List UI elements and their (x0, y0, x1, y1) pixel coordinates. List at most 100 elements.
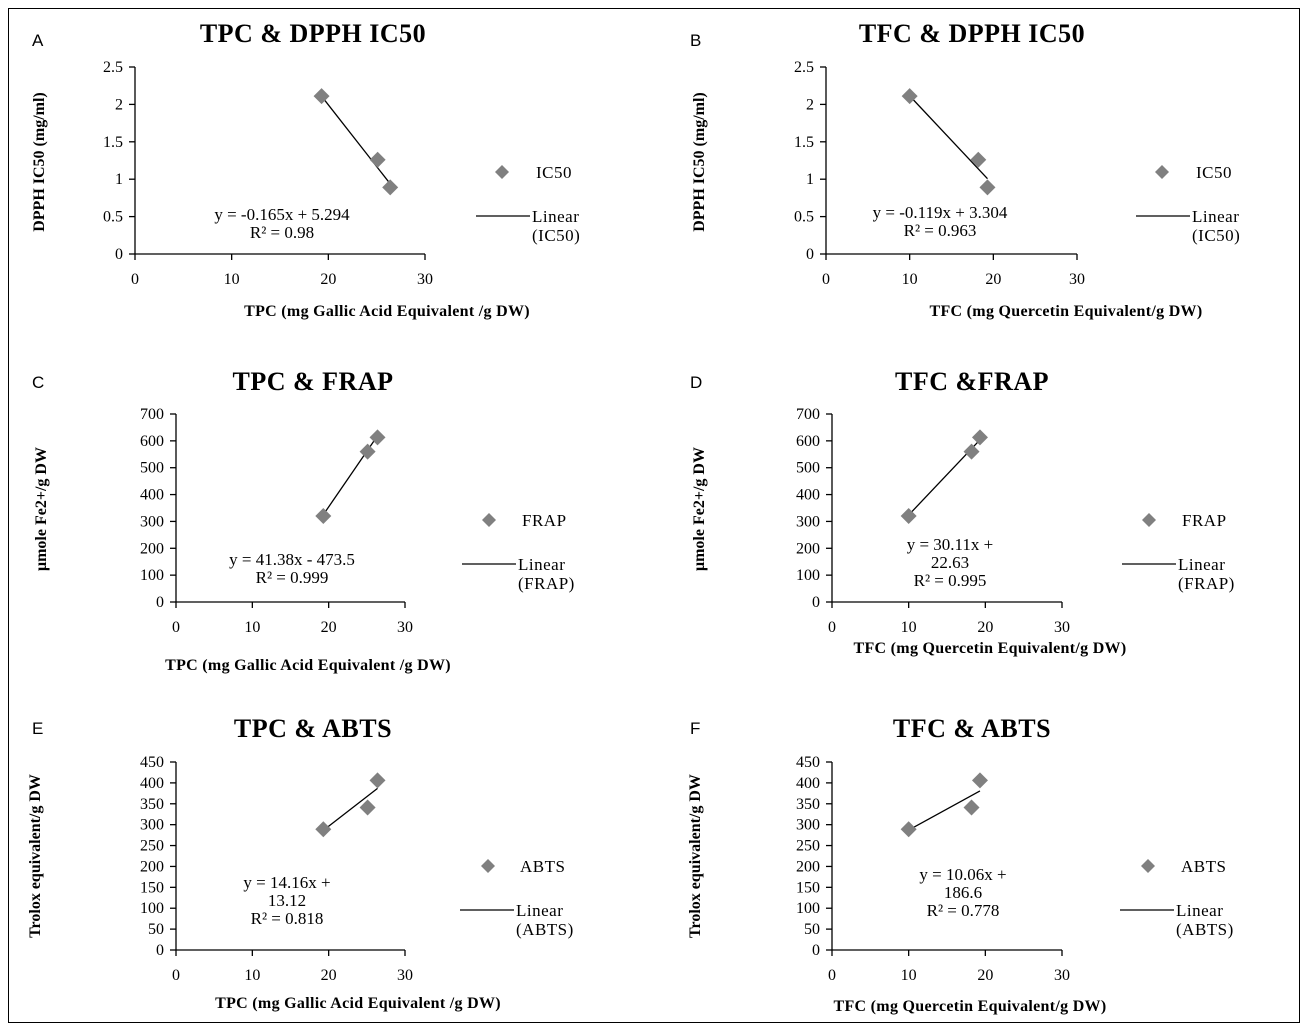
y-tick-label-f: 200 (796, 858, 820, 875)
y-axis-label-f: Trolox equivalent/g DW (687, 774, 704, 938)
y-axis-label-b: DPPH IC50 (mg/ml) (691, 92, 708, 232)
x-tick-label-c: 10 (244, 619, 260, 636)
y-tick-label-c: 400 (140, 487, 164, 504)
y-tick-label-d: 600 (796, 433, 820, 450)
figure-frame (8, 8, 1300, 1023)
x-tick-label-e: 30 (397, 967, 413, 984)
y-tick-label-d: 300 (796, 513, 820, 530)
y-tick-label-e: 150 (140, 879, 164, 896)
data-point-c (315, 508, 332, 525)
x-tick-label-f: 20 (977, 967, 993, 984)
y-tick-label-e: 450 (140, 754, 164, 771)
legend-series-label-e: ABTS (520, 857, 565, 876)
trend-equation-e: R² = 0.818 (251, 909, 324, 928)
legend-linear-series-a: (IC50) (532, 226, 580, 245)
y-tick-label-d: 700 (796, 406, 820, 423)
trendline-f (908, 790, 981, 831)
y-tick-label-f: 100 (796, 900, 820, 917)
data-point-c (359, 443, 376, 460)
x-tick-label-a: 20 (320, 271, 336, 288)
y-tick-label-c: 0 (156, 594, 164, 611)
y-tick-label-b: 2 (806, 96, 814, 113)
x-tick-label-d: 30 (1054, 619, 1070, 636)
y-tick-label-b: 0.5 (794, 209, 814, 226)
y-axis-label-c: μmole Fe2+/g DW (33, 447, 50, 571)
x-tick-label-a: 0 (131, 271, 139, 288)
data-point-f (971, 772, 988, 789)
y-tick-label-a: 0 (115, 246, 123, 263)
y-tick-label-f: 350 (796, 796, 820, 813)
data-point-b (901, 88, 918, 105)
y-tick-label-f: 400 (796, 775, 820, 792)
y-axis-label-a: DPPH IC50 (mg/ml) (31, 92, 48, 232)
legend-linear-label-f: Linear (1176, 901, 1223, 920)
y-tick-label-e: 350 (140, 796, 164, 813)
legend-linear-label-c: Linear (518, 555, 565, 574)
data-point-b (970, 151, 987, 168)
y-tick-label-e: 400 (140, 775, 164, 792)
data-point-d (963, 443, 980, 460)
legend-linear-series-b: (IC50) (1192, 226, 1240, 245)
legend-linear-series-f: (ABTS) (1176, 920, 1234, 939)
trendline-b (909, 95, 988, 180)
panel-letter-b: B (690, 31, 701, 50)
legend-marker-b (1155, 165, 1169, 179)
x-tick-label-f: 0 (828, 967, 836, 984)
y-tick-label-c: 300 (140, 513, 164, 530)
data-point-a (313, 88, 330, 105)
panel-letter-f: F (690, 719, 700, 738)
legend-linear-series-c: (FRAP) (518, 574, 575, 593)
trend-equation-a: y = -0.165x + 5.294 (214, 205, 350, 224)
x-tick-label-d: 20 (977, 619, 993, 636)
x-axis-label-b: TFC (mg Quercetin Equivalent/g DW) (929, 303, 1202, 320)
x-axis-label-d: TFC (mg Quercetin Equivalent/g DW) (853, 640, 1126, 657)
chart-title-c: TPC & FRAP (233, 367, 394, 396)
legend-marker-a (495, 165, 509, 179)
panel-letter-a: A (32, 31, 44, 50)
y-tick-label-d: 400 (796, 487, 820, 504)
chart-title-a: TPC & DPPH IC50 (200, 19, 426, 48)
trendline-a (321, 95, 391, 185)
legend-series-label-b: IC50 (1196, 163, 1232, 182)
y-tick-label-f: 450 (796, 754, 820, 771)
y-tick-label-b: 2.5 (794, 59, 814, 76)
y-tick-label-f: 150 (796, 879, 820, 896)
trend-equation-f: y = 10.06x + (919, 865, 1006, 884)
y-tick-label-a: 1 (115, 171, 123, 188)
trend-equation-b: y = -0.119x + 3.304 (873, 203, 1008, 222)
trend-equation-c: R² = 0.999 (256, 568, 329, 587)
trend-equation-b: R² = 0.963 (904, 221, 977, 240)
y-tick-label-d: 0 (812, 594, 820, 611)
y-tick-label-b: 1.5 (794, 134, 814, 151)
legend-linear-label-d: Linear (1178, 555, 1225, 574)
x-tick-label-d: 0 (828, 619, 836, 636)
trendline-e (322, 787, 378, 831)
legend-marker-c (482, 513, 496, 527)
x-axis-label-a: TPC (mg Gallic Acid Equivalent /g DW) (244, 303, 530, 320)
x-tick-label-e: 20 (321, 967, 337, 984)
x-tick-label-b: 30 (1069, 271, 1085, 288)
y-tick-label-c: 600 (140, 433, 164, 450)
panel-letter-c: C (32, 373, 44, 392)
y-tick-label-f: 0 (812, 942, 820, 959)
legend-linear-label-b: Linear (1192, 207, 1239, 226)
y-axis-label-d: μmole Fe2+/g DW (691, 447, 708, 571)
trend-equation-d: R² = 0.995 (914, 571, 987, 590)
x-tick-label-e: 10 (244, 967, 260, 984)
y-tick-label-e: 250 (140, 838, 164, 855)
legend-series-label-d: FRAP (1182, 511, 1227, 530)
x-tick-label-e: 0 (172, 967, 180, 984)
chart-title-d: TFC &FRAP (895, 367, 1049, 396)
y-tick-label-d: 500 (796, 460, 820, 477)
x-tick-label-f: 10 (901, 967, 917, 984)
data-point-f (900, 821, 917, 838)
x-axis-label-c: TPC (mg Gallic Acid Equivalent /g DW) (165, 657, 451, 674)
trend-equation-d: y = 30.11x + (907, 535, 994, 554)
x-tick-label-b: 20 (985, 271, 1001, 288)
x-tick-label-b: 0 (822, 271, 830, 288)
y-tick-label-b: 1 (806, 171, 814, 188)
x-tick-label-f: 30 (1054, 967, 1070, 984)
x-tick-label-a: 10 (224, 271, 240, 288)
y-tick-label-a: 0.5 (103, 209, 123, 226)
